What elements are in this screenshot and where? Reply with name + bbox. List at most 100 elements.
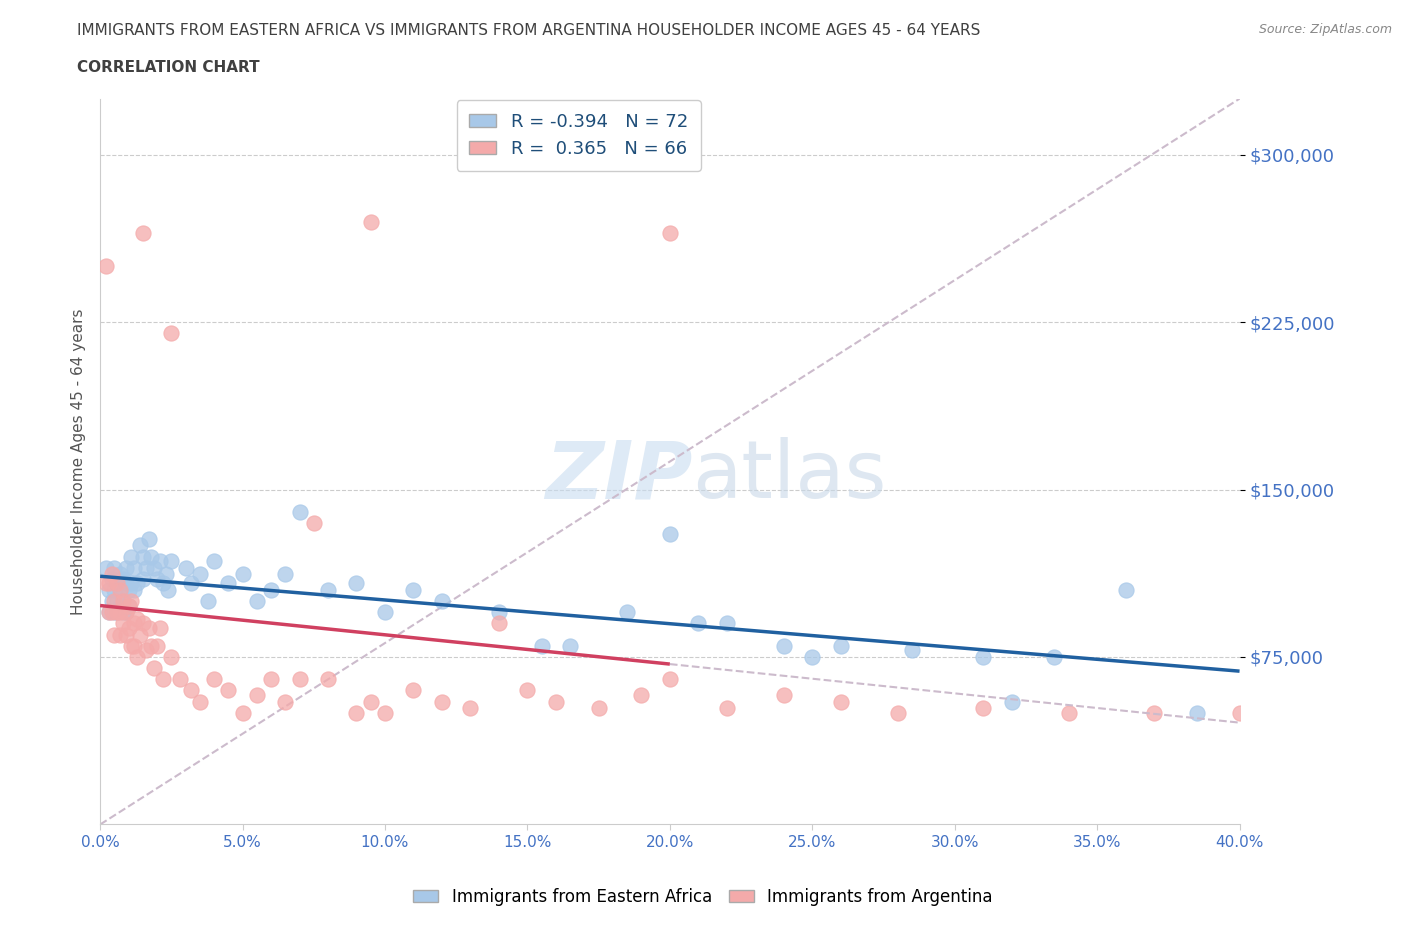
Point: [100, 567, 122, 582]
Point: [1057, 705, 1080, 720]
Point: [360, 694, 382, 709]
Point: [114, 560, 136, 575]
Point: [108, 582, 131, 597]
Point: [1001, 694, 1024, 709]
Point: [316, 671, 339, 686]
Point: [288, 504, 311, 519]
Point: [402, 582, 425, 597]
Point: [124, 616, 146, 631]
Point: [105, 576, 128, 591]
Point: [100, 571, 122, 586]
Point: [488, 616, 510, 631]
Point: [197, 593, 219, 608]
Point: [121, 638, 143, 653]
Point: [274, 694, 297, 709]
Point: [544, 694, 567, 709]
Point: [103, 604, 125, 619]
Point: [108, 604, 131, 619]
Point: [124, 582, 146, 597]
Point: [108, 582, 131, 597]
Point: [1043, 649, 1066, 664]
Point: [94, 259, 117, 273]
Point: [97, 576, 120, 591]
Point: [488, 604, 510, 619]
Point: [108, 567, 131, 582]
Point: [105, 593, 128, 608]
Point: [801, 649, 824, 664]
Point: [114, 576, 136, 591]
Point: [129, 538, 152, 552]
Text: IMMIGRANTS FROM EASTERN AFRICA VS IMMIGRANTS FROM ARGENTINA HOUSEHOLDER INCOME A: IMMIGRANTS FROM EASTERN AFRICA VS IMMIGR…: [77, 23, 981, 38]
Point: [972, 649, 994, 664]
Point: [114, 604, 136, 619]
Point: [135, 560, 157, 575]
Text: ZIP: ZIP: [546, 437, 693, 515]
Point: [117, 598, 139, 613]
Point: [121, 576, 143, 591]
Point: [346, 576, 368, 591]
Point: [658, 225, 681, 240]
Point: [111, 604, 134, 619]
Point: [97, 604, 120, 619]
Point: [124, 560, 146, 575]
Point: [117, 620, 139, 635]
Point: [402, 683, 425, 698]
Point: [374, 705, 396, 720]
Legend: Immigrants from Eastern Africa, Immigrants from Argentina: Immigrants from Eastern Africa, Immigran…: [406, 881, 1000, 912]
Point: [430, 694, 453, 709]
Point: [132, 225, 155, 240]
Point: [152, 671, 174, 686]
Legend: R = -0.394   N = 72, R =  0.365   N = 66: R = -0.394 N = 72, R = 0.365 N = 66: [457, 100, 700, 171]
Point: [516, 683, 538, 698]
Point: [138, 531, 160, 546]
Point: [141, 549, 163, 564]
Point: [260, 671, 283, 686]
Point: [174, 560, 197, 575]
Point: [202, 671, 225, 686]
Point: [105, 604, 128, 619]
Point: [111, 593, 134, 608]
Point: [135, 643, 157, 658]
Point: [830, 638, 852, 653]
Point: [127, 612, 149, 627]
Point: [616, 604, 638, 619]
Point: [103, 593, 125, 608]
Point: [1143, 705, 1166, 720]
Point: [772, 638, 794, 653]
Point: [274, 567, 297, 582]
Point: [188, 567, 211, 582]
Point: [103, 627, 125, 642]
Point: [430, 593, 453, 608]
Point: [121, 593, 143, 608]
Point: [132, 571, 155, 586]
Point: [772, 687, 794, 702]
Point: [160, 649, 183, 664]
Point: [316, 582, 339, 597]
Point: [94, 560, 117, 575]
Point: [121, 549, 143, 564]
Point: [560, 638, 582, 653]
Point: [105, 576, 128, 591]
Point: [169, 671, 191, 686]
Point: [111, 593, 134, 608]
Point: [374, 604, 396, 619]
Point: [100, 593, 122, 608]
Point: [302, 515, 325, 530]
Point: [111, 616, 134, 631]
Point: [232, 705, 254, 720]
Point: [127, 649, 149, 664]
Point: [346, 705, 368, 720]
Point: [260, 582, 283, 597]
Point: [103, 582, 125, 597]
Point: [108, 598, 131, 613]
Point: [160, 553, 183, 568]
Point: [143, 560, 166, 575]
Point: [460, 701, 482, 716]
Point: [114, 627, 136, 642]
Point: [97, 582, 120, 597]
Point: [217, 683, 239, 698]
Point: [972, 701, 994, 716]
Point: [103, 560, 125, 575]
Point: [114, 604, 136, 619]
Point: [97, 604, 120, 619]
